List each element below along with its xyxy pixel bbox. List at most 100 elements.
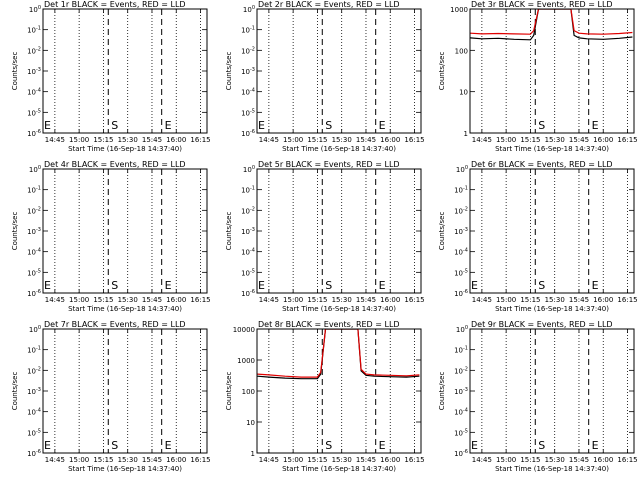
panel-7: Det 7r BLACK = Events, RED = LLD 14:45 15:… (11, 320, 211, 473)
panel-title: Det 6r BLACK = Events, RED = LLD (471, 160, 613, 169)
x-tick-label: 15:00 (69, 456, 89, 464)
y-tick-label: 10-2 (27, 46, 41, 55)
marker-label-e: E (379, 119, 386, 132)
y-tick-label: 10-5 (241, 268, 255, 277)
marker-label-s: S (111, 439, 118, 452)
panel-3: Det 3r BLACK = Events, RED = LLD 14:45 15:… (438, 0, 638, 153)
panel-title: Det 7r BLACK = Events, RED = LLD (44, 320, 186, 329)
x-tick-label: 15:30 (332, 296, 352, 304)
y-tick-label: 10-3 (27, 227, 41, 236)
panel-9: Det 9r BLACK = Events, RED = LLD 14:45 15:… (438, 320, 638, 473)
x-tick-label: 16:00 (593, 456, 613, 464)
y-tick-label: 10-6 (27, 289, 41, 298)
panel-title: Det 2r BLACK = Events, RED = LLD (258, 0, 400, 9)
x-tick-label: 14:45 (472, 456, 492, 464)
x-tick-label: 16:00 (593, 136, 613, 144)
series-lld (257, 329, 420, 378)
marker-label-s: S (538, 279, 545, 292)
x-tick-label: 15:45 (569, 296, 589, 304)
x-tick-label: 14:45 (472, 136, 492, 144)
x-tick-label: 16:15 (190, 456, 210, 464)
plot-frame (469, 168, 635, 294)
x-axis-label: Start Time (16-Sep-18 14:37:40) (68, 305, 182, 313)
y-tick-label: 10-1 (454, 346, 468, 355)
x-tick-label: 15:30 (118, 296, 138, 304)
panel-2: Det 2r BLACK = Events, RED = LLD 14:45 15:… (225, 0, 425, 153)
x-axis-label: Start Time (16-Sep-18 14:37:40) (495, 305, 609, 313)
marker-label-s: S (111, 279, 118, 292)
panel-title: Det 5r BLACK = Events, RED = LLD (258, 160, 400, 169)
panel-6: Det 6r BLACK = Events, RED = LLD 14:45 15:… (438, 160, 638, 313)
y-axis-label: Counts/sec (438, 52, 446, 91)
plot-frame (42, 8, 208, 134)
marker-label-e: E (592, 439, 599, 452)
marker-label-s: S (538, 119, 545, 132)
plot-frame (256, 8, 422, 134)
y-tick-label: 10000 (233, 326, 255, 334)
y-tick-label: 10-3 (27, 67, 41, 76)
plot-frame (469, 8, 635, 134)
x-tick-label: 15:45 (142, 456, 162, 464)
marker-label-e: E (379, 279, 386, 292)
y-tick-label: 100 (29, 325, 41, 334)
panel-4: Det 4r BLACK = Events, RED = LLD 14:45 15:… (11, 160, 211, 313)
x-tick-label: 14:45 (472, 296, 492, 304)
y-tick-label: 10-2 (241, 206, 255, 215)
x-tick-label: 16:00 (380, 456, 400, 464)
x-tick-label: 16:00 (166, 456, 186, 464)
x-tick-label: 16:00 (380, 296, 400, 304)
x-tick-label: 15:00 (283, 456, 303, 464)
marker-label-e-left: E (44, 439, 51, 452)
y-tick-label: 10-1 (27, 346, 41, 355)
x-tick-label: 16:00 (593, 296, 613, 304)
x-tick-label: 15:30 (545, 296, 565, 304)
plot-frame (42, 168, 208, 294)
panel-1: Det 1r BLACK = Events, RED = LLD 14:45 15:… (11, 0, 211, 153)
y-tick-label: 10-6 (241, 129, 255, 138)
y-tick-label: 10-6 (454, 449, 468, 458)
plot-frame (42, 328, 208, 454)
x-tick-label: 15:30 (545, 136, 565, 144)
x-tick-label: 15:15 (520, 456, 540, 464)
marker-label-s: S (325, 119, 332, 132)
x-tick-label: 15:15 (307, 456, 327, 464)
y-tick-label: 10-5 (27, 428, 41, 437)
x-tick-label: 15:45 (142, 136, 162, 144)
x-tick-label: 15:00 (283, 136, 303, 144)
marker-label-e-left: E (471, 279, 478, 292)
marker-label-e-left: E (471, 439, 478, 452)
y-tick-label: 10-5 (27, 108, 41, 117)
panel-title: Det 3r BLACK = Events, RED = LLD (471, 0, 613, 9)
x-tick-label: 14:45 (45, 136, 65, 144)
y-axis-label: Counts/sec (11, 212, 19, 251)
x-tick-label: 14:45 (259, 136, 279, 144)
y-axis-label: Counts/sec (225, 212, 233, 251)
x-axis-label: Start Time (16-Sep-18 14:37:40) (282, 465, 396, 473)
marker-label-s: S (111, 119, 118, 132)
panel-title: Det 8r BLACK = Events, RED = LLD (258, 320, 400, 329)
x-tick-label: 16:15 (404, 136, 424, 144)
marker-label-e-left: E (44, 119, 51, 132)
x-tick-label: 16:00 (166, 296, 186, 304)
x-tick-label: 16:15 (617, 296, 637, 304)
y-tick-label: 10-4 (241, 248, 255, 257)
x-axis-label: Start Time (16-Sep-18 14:37:40) (282, 145, 396, 153)
x-tick-label: 15:30 (545, 456, 565, 464)
x-tick-label: 16:15 (617, 456, 637, 464)
x-tick-label: 15:00 (69, 296, 89, 304)
x-tick-label: 15:45 (569, 136, 589, 144)
x-tick-label: 15:15 (93, 456, 113, 464)
marker-label-s: S (538, 439, 545, 452)
y-tick-label: 100 (29, 5, 41, 14)
marker-label-s: S (325, 439, 332, 452)
y-tick-label: 10-2 (241, 46, 255, 55)
y-tick-label: 100 (243, 165, 255, 174)
y-axis-label: Counts/sec (225, 372, 233, 411)
x-tick-label: 16:15 (190, 136, 210, 144)
plot-frame (469, 328, 635, 454)
x-tick-label: 16:15 (404, 296, 424, 304)
x-tick-label: 15:00 (283, 296, 303, 304)
y-tick-label: 10-4 (27, 248, 41, 257)
x-tick-label: 15:15 (520, 296, 540, 304)
x-tick-label: 16:00 (166, 136, 186, 144)
